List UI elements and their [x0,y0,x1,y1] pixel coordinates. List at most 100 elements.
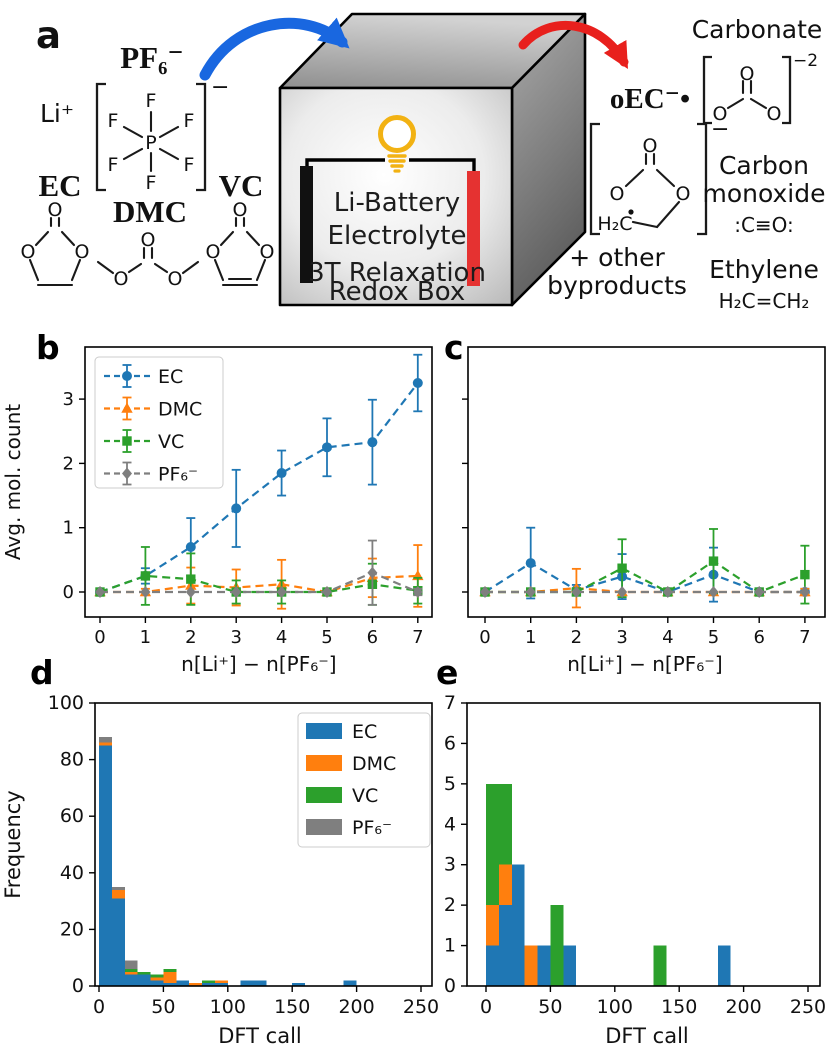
plot-frame [467,346,826,618]
dmc-structure: O O O [96,229,200,290]
svg-text:DMC: DMC [158,399,202,421]
svg-text:DMC: DMC [352,753,396,775]
svg-text:100: 100 [48,692,84,714]
svg-text:1: 1 [525,627,536,648]
svg-text:2: 2 [445,894,456,916]
svg-text:150: 150 [274,996,310,1018]
svg-text:50: 50 [151,996,175,1018]
input-arrow [199,17,350,81]
svg-text:0: 0 [445,975,456,997]
svg-text:0: 0 [479,627,490,648]
svg-text:1: 1 [63,518,74,539]
o-atom: O [643,135,658,157]
x-axis-label: DFT call [218,1024,301,1048]
o-atom: O [168,268,183,290]
chart-c: 0 1 2 3 4 5 6 7 n[Li⁺] − n[PF₆⁻] [462,346,826,676]
svg-text:200: 200 [338,996,374,1018]
legend: EC DMC VC PF₆⁻ [297,712,431,848]
lightbulb-icon [378,115,416,173]
svg-text:3: 3 [63,389,74,410]
svg-text:2: 2 [185,627,196,648]
box-text-line1: Li-Battery [334,188,460,218]
ethylene-formula: H₂C=CH₂ [719,289,810,313]
f-atom: F [146,172,157,194]
svg-text:5: 5 [708,627,719,648]
o-atom: O [233,199,248,221]
f-atom: F [184,154,195,176]
oec-structure: − O O O H₂C [589,117,729,236]
svg-text:5: 5 [321,627,332,648]
byproducts-text-2: byproducts [547,271,687,300]
radical-dot [628,209,634,215]
panel-e-label: e [436,653,459,692]
panel-a-diagram: a Li⁺ PF₆⁻ − P F F F F F F EC O [21,12,826,313]
svg-text:100: 100 [597,996,633,1018]
svg-text:200: 200 [725,996,761,1018]
dmc-label: DMC [113,194,187,229]
svg-text:1: 1 [140,627,151,648]
svg-text:4: 4 [276,627,287,648]
o-atom: O [114,268,129,290]
ec-label: EC [38,168,81,203]
x-axis-label: n[Li⁺] − n[PF₆⁻] [181,652,336,676]
carbon-monoxide-label-2: monoxide [702,179,825,208]
x-axis-label: DFT call [605,1024,688,1048]
o-atom: O [141,229,156,251]
svg-text:0: 0 [72,975,84,997]
o-atom: O [260,241,275,263]
svg-text:2: 2 [63,453,74,474]
h2c-atom: H₂C [597,213,632,235]
ethylene-label: Ethylene [709,255,819,284]
svg-text:150: 150 [661,996,697,1018]
svg-text:250: 250 [403,996,439,1018]
series-PF₆⁻ [480,586,810,598]
pf6-label: PF₆⁻ [120,40,184,75]
li-ion-label: Li⁺ [40,99,74,128]
o-atom: O [21,241,36,263]
panel-a-label: a [36,14,61,57]
svg-text:3: 3 [445,854,456,876]
redox-box [278,12,587,307]
svg-text:EC: EC [158,366,183,388]
svg-text:20: 20 [60,918,84,940]
svg-text:0: 0 [63,582,74,603]
panel-b-label: b [36,328,60,367]
svg-text:50: 50 [538,996,562,1018]
f-atom: F [146,90,157,112]
vc-structure: O O O [206,199,275,287]
o-atom: O [676,183,691,205]
svg-text:VC: VC [158,431,184,453]
svg-text:6: 6 [367,627,378,648]
box-text-line3: 3T Relaxation [308,258,486,288]
o-atom: O [740,63,755,85]
svg-text:40: 40 [60,862,84,884]
svg-text:100: 100 [210,996,246,1018]
pf6-structure-charge: − [211,75,229,100]
f-atom: F [184,110,195,132]
series-PF₆⁻ [95,539,423,606]
carbonate-label: Carbonate [692,15,823,44]
box-text-line4: Redox Box [329,277,466,307]
circuit-wire-right [409,158,476,176]
chart-b: 0 1 2 3 4 5 6 7 0 1 2 3 EC DMC VC PF₆⁻ n[Li⁺] − n[PF₆⁻] A… [1,346,433,676]
plot-frame [94,702,433,987]
svg-text:6: 6 [445,732,456,754]
svg-text:EC: EC [352,721,377,743]
carbonate-charge: −2 [793,51,818,71]
svg-text:60: 60 [60,805,84,827]
svg-text:PF₆⁻: PF₆⁻ [352,817,392,839]
byproducts-text-1: + other [569,243,665,272]
svg-text:2: 2 [571,627,582,648]
o-atom: O [610,183,625,205]
panel-d-label: d [30,653,54,692]
svg-text:7: 7 [412,627,423,648]
svg-text:250: 250 [790,996,826,1018]
output-arrow [518,20,629,69]
electrode-red [467,171,480,286]
o-atom: O [767,103,782,125]
electrode-black [300,166,313,283]
svg-text:VC: VC [352,785,378,807]
box-text-line2: Electrolyte [328,221,467,251]
svg-text:0: 0 [94,627,105,648]
